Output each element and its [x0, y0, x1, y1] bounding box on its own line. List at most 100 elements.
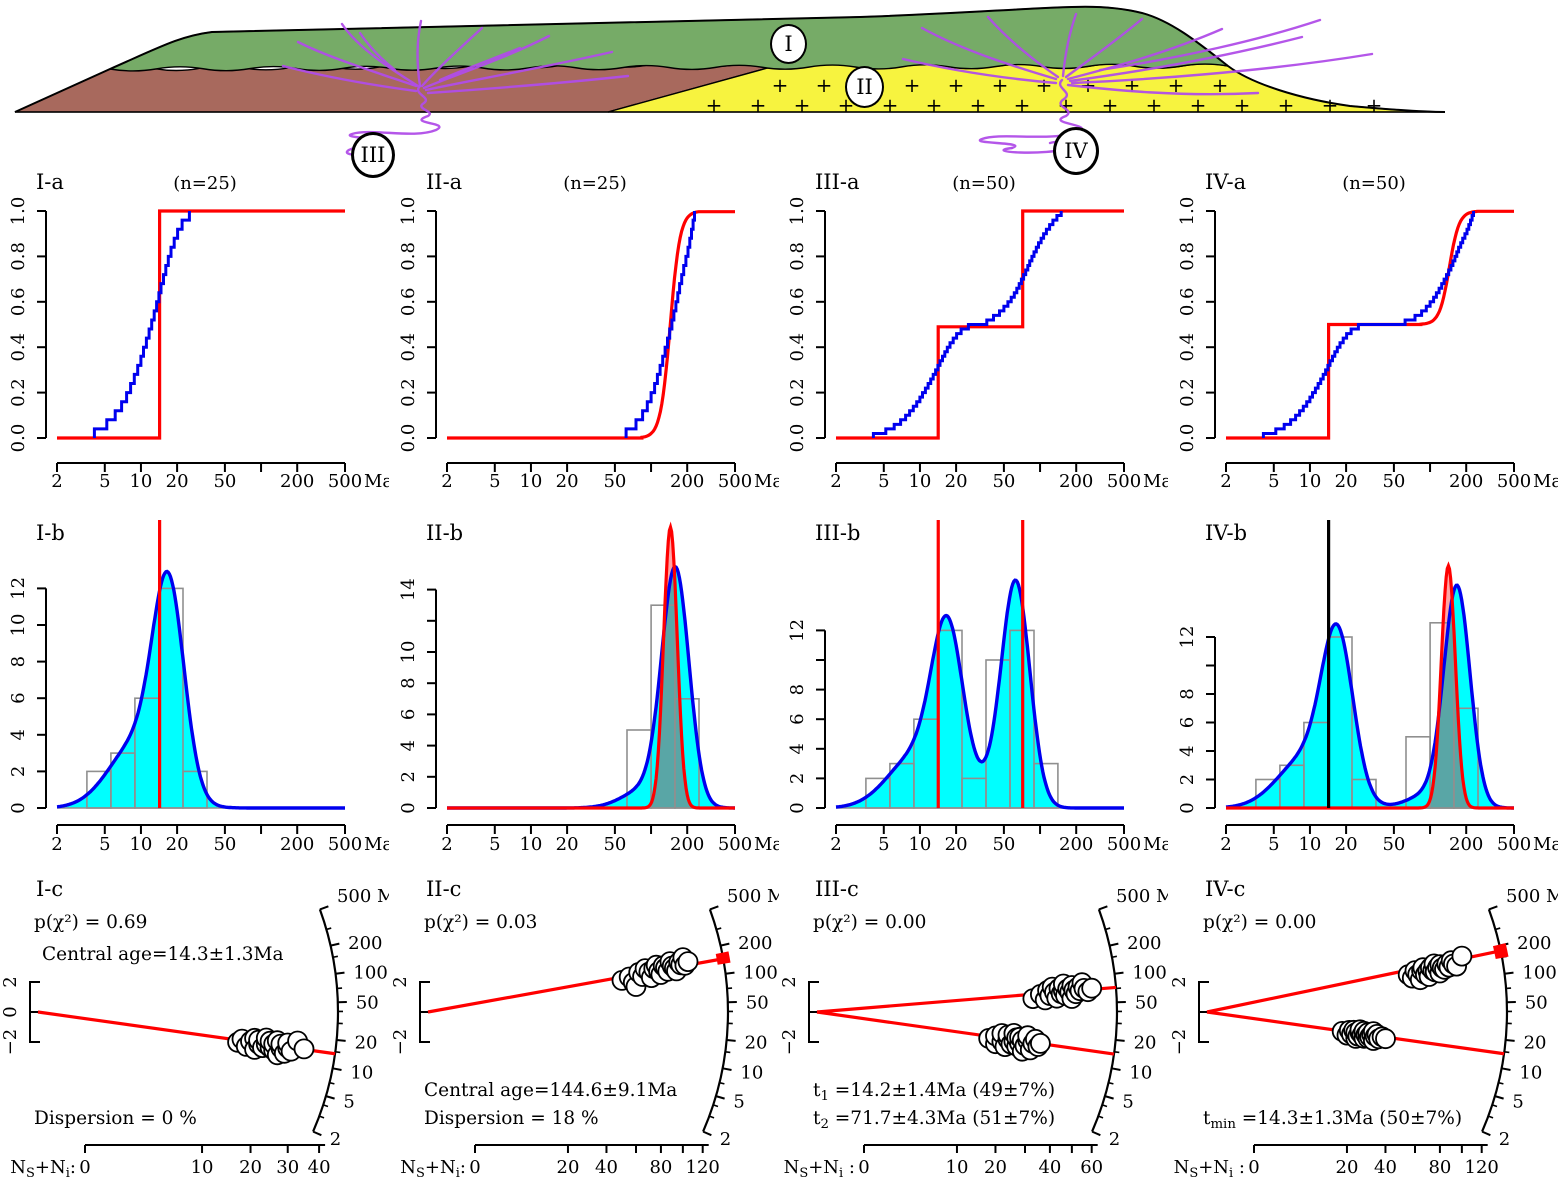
- x-tick-label: 500: [1496, 834, 1530, 855]
- x-tick-label: 10: [129, 834, 152, 855]
- x-tick-label: 500: [1496, 471, 1530, 492]
- x-tick-label: 5: [1268, 471, 1279, 492]
- drainage-channel: [1066, 27, 1224, 81]
- z-axis-label: 2: [0, 976, 21, 987]
- section-label-III-text: III: [360, 143, 386, 167]
- radial-point: [293, 1038, 315, 1060]
- plus-symbol: +: [1212, 73, 1229, 97]
- panel-I-b: I-b 0 2 4 6 8 10 12 2 5 10 20 50 200 500 Ma: [0, 505, 393, 870]
- age-minor-tick: [1487, 1115, 1493, 1119]
- drainage-channel: [1070, 52, 1374, 85]
- age-minor-tick: [1497, 1081, 1504, 1085]
- stat-line: p(χ²) = 0.03: [424, 912, 537, 933]
- precision-tick-label: 40: [595, 1157, 618, 1178]
- age-tick: [1091, 1130, 1101, 1137]
- chart-II-c: II-c p(χ²) = 0.03 Central age=144.6±9.1Ma D…: [390, 877, 796, 1181]
- model-cdf-line: [57, 209, 345, 440]
- drainage-channel: [1064, 17, 1144, 79]
- age-ray: [816, 1010, 1115, 1056]
- plus-symbol: +: [1322, 93, 1339, 117]
- x-tick-label: 10: [129, 471, 152, 492]
- age-minor-tick: [724, 1051, 730, 1054]
- age-tick-label: 200: [348, 933, 382, 954]
- x-tick-label: 200: [670, 471, 704, 492]
- age-tick: [312, 1130, 322, 1137]
- x-tick-label: 20: [166, 834, 189, 855]
- age-tick-label: 500 Ma: [726, 886, 778, 907]
- x-unit-label: Ma: [1533, 834, 1558, 855]
- precision-tick-label: 20: [239, 1157, 262, 1178]
- drainage-channel: [1061, 12, 1078, 78]
- y-tick-label: 0.6: [1177, 287, 1198, 316]
- age-minor-tick: [1114, 1051, 1120, 1054]
- z-axis-label: −2: [779, 1029, 800, 1056]
- y-tick-label: 14: [398, 578, 419, 601]
- x-tick-label: 10: [1298, 471, 1321, 492]
- x-tick-label: 500: [328, 834, 362, 855]
- x-tick-label: 50: [603, 471, 626, 492]
- age-tick-label: 100: [353, 963, 387, 984]
- age-minor-tick: [1494, 927, 1500, 931]
- x-tick-label: 2: [51, 471, 62, 492]
- age-tick-label: 50: [356, 993, 379, 1014]
- y-tick-label: 0.0: [8, 424, 29, 453]
- age-minor-tick: [1111, 955, 1118, 959]
- x-tick-label: 500: [1107, 471, 1141, 492]
- x-tick-label: 5: [878, 834, 889, 855]
- x-tick-label: 200: [1059, 471, 1093, 492]
- age-tick: [1503, 971, 1514, 975]
- plus-symbol: +: [948, 73, 965, 97]
- y-tick-label: 0.2: [8, 378, 29, 407]
- chart-I-b: I-b 0 2 4 6 8 10 12 2 5 10 20 50 200 500 Ma: [8, 520, 393, 855]
- precision-tick-label: 0: [1248, 1157, 1259, 1178]
- x-tick-label: 200: [1449, 834, 1483, 855]
- x-tick-label: 200: [670, 834, 704, 855]
- x-tick-label: 200: [280, 834, 314, 855]
- drainage-channel: [420, 26, 484, 88]
- y-tick-label: 0.8: [787, 242, 808, 271]
- plus-symbol: +: [1168, 73, 1185, 97]
- plus-symbol: +: [882, 93, 899, 117]
- sample-size-label: (n=25): [563, 173, 627, 194]
- chart-III-c: III-c p(χ²) = 0.00 t1 =14.2±1.4Ma (49±7%) t…: [779, 877, 1185, 1181]
- chart-II-b: II-b 0 2 4 6 8 10 14 2 5 10 20 50 200 500 Ma: [398, 521, 783, 855]
- confidence-wedge: [715, 951, 731, 965]
- precision-axis-title: NS+Ni :: [784, 1157, 855, 1181]
- z-axis-label: −2: [390, 1029, 411, 1056]
- y-tick-label: 2: [398, 771, 419, 782]
- precision-axis-title: NS+Ni :: [1173, 1157, 1244, 1181]
- x-tick-label: 5: [99, 834, 110, 855]
- z-axis-label: 0: [0, 1006, 21, 1017]
- y-tick-label: 6: [8, 692, 29, 703]
- age-tick: [1494, 1095, 1504, 1100]
- plus-symbol: +: [1036, 73, 1053, 97]
- z-axis-label: 2: [779, 976, 800, 987]
- x-tick-label: 500: [328, 471, 362, 492]
- precision-tick-label: 10: [946, 1157, 969, 1178]
- panel-I-c: I-c p(χ²) = 0.69 Central age=14.3±1.3Ma Dis…: [0, 870, 406, 1192]
- precision-tick-label: 80: [649, 1157, 672, 1178]
- age-minor-tick: [326, 927, 332, 931]
- age-tick-label: 50: [745, 993, 768, 1014]
- panel-II-b: II-b 0 2 4 6 8 10 14 2 5 10 20 50 200 500 Ma: [390, 505, 783, 870]
- z-axis-label: −2: [1169, 1029, 1190, 1056]
- age-minor-tick: [332, 955, 339, 959]
- x-tick-label: 20: [555, 471, 578, 492]
- drainage-channel: [348, 84, 441, 147]
- stat-line: tmin =14.3±1.3Ma (50±7%): [1203, 1108, 1462, 1132]
- age-tick-label: 10: [740, 1062, 763, 1083]
- plus-symbol: +: [1058, 93, 1075, 117]
- panel-title: II-c: [426, 877, 461, 901]
- x-unit-label: Ma: [1143, 834, 1168, 855]
- y-tick-label: 0.2: [398, 378, 419, 407]
- y-tick-label: 12: [8, 577, 29, 600]
- age-minor-tick: [323, 1104, 329, 1108]
- age-tick: [1505, 1039, 1515, 1042]
- kde-fill-red: [446, 527, 735, 808]
- age-tick: [332, 1067, 342, 1071]
- section-label-IV: IV: [1053, 127, 1099, 175]
- y-tick-label: 0.6: [8, 287, 29, 316]
- y-tick-label: 2: [1177, 774, 1198, 785]
- kde-fill-cyan: [836, 580, 1124, 808]
